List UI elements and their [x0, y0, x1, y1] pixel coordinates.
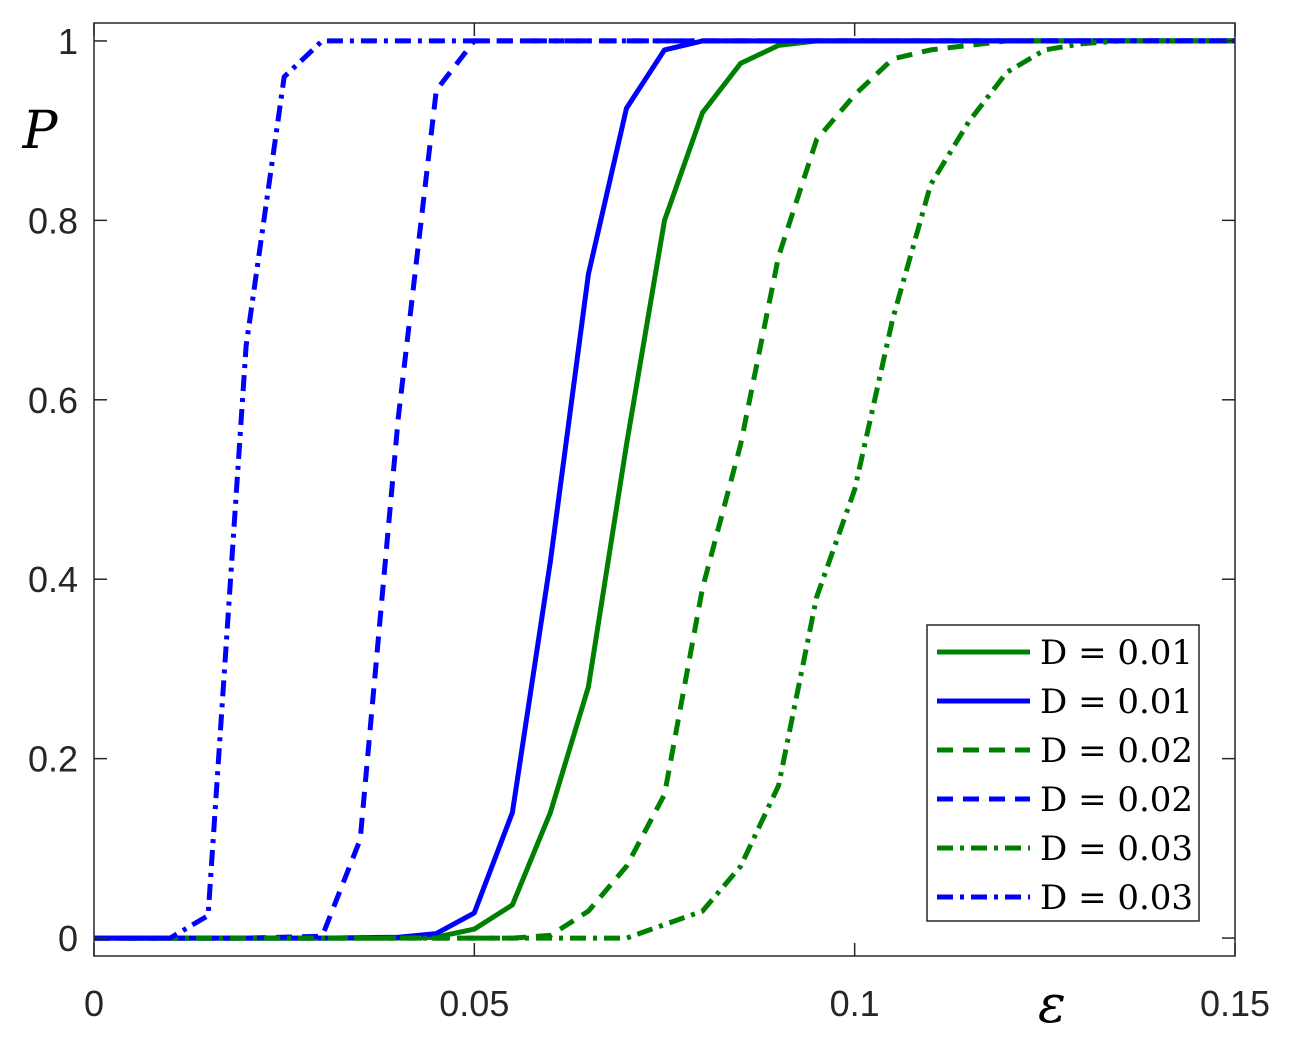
- y-tick-label: 1: [58, 21, 78, 62]
- legend-label-1: D = 0.01: [1040, 633, 1193, 673]
- legend-label-4: D = 0.02: [1040, 780, 1193, 820]
- axes-box: [93, 22, 1236, 957]
- series-line-3: [94, 38, 1235, 941]
- legend-label-3: D = 0.02: [1040, 731, 1193, 771]
- x-tick-label: 0: [84, 983, 104, 1024]
- axes-layer: 0 0.05 0.1 0.15 0 0.2 0.4 0.6 0.8 1: [28, 21, 1270, 1024]
- x-tick-label: 0.05: [439, 983, 509, 1024]
- y-axis-label: P: [22, 101, 59, 161]
- series-layer: [94, 38, 1235, 941]
- x-tick-label: 0.15: [1200, 983, 1270, 1024]
- y-tick-label: 0.8: [28, 200, 78, 241]
- legend-box: [926, 624, 1200, 922]
- legend-label-6: D = 0.03: [1040, 878, 1193, 918]
- y-tick-label: 0.2: [28, 739, 78, 780]
- legend-label-5: D = 0.03: [1040, 829, 1193, 869]
- legend: D = 0.01 D = 0.01 D = 0.02 D = 0.02 D = 0.03…: [926, 624, 1200, 922]
- series-line-5: [94, 38, 1235, 941]
- y-tick-label: 0.6: [28, 380, 78, 421]
- series-line-6: [94, 38, 1235, 941]
- y-tick-label: 0: [58, 918, 78, 959]
- y-tick-label: 0.4: [28, 559, 78, 600]
- legend-label-2: D = 0.01: [1040, 682, 1193, 722]
- series-line-4: [94, 38, 1235, 941]
- x-tick-label: 0.1: [830, 983, 880, 1024]
- x-axis-label: ε: [1038, 975, 1066, 1035]
